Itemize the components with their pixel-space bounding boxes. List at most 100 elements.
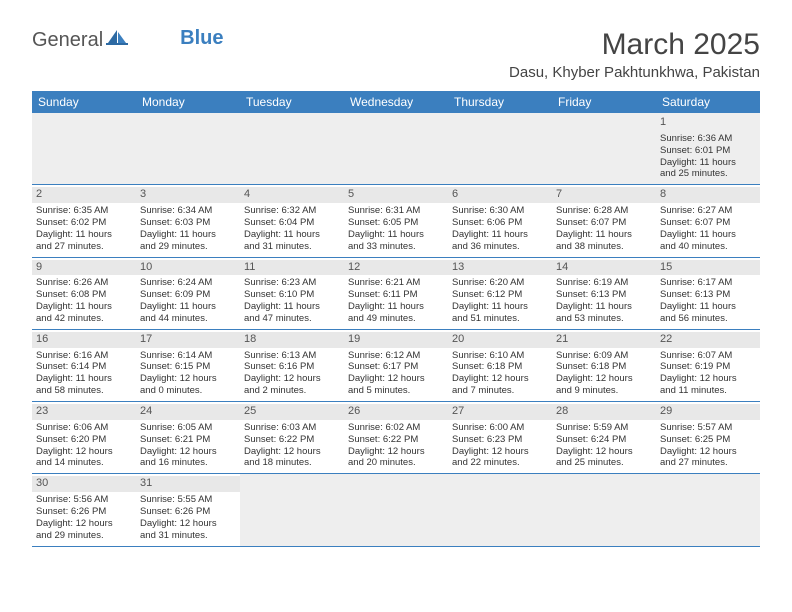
sunrise-text: Sunrise: 6:36 AM: [660, 133, 756, 145]
sunrise-text: Sunrise: 6:06 AM: [36, 422, 132, 434]
sunset-text: Sunset: 6:11 PM: [348, 289, 444, 301]
calendar-cell: 21Sunrise: 6:09 AMSunset: 6:18 PMDayligh…: [552, 330, 656, 401]
sunrise-text: Sunrise: 6:21 AM: [348, 277, 444, 289]
daylight-text: Daylight: 12 hours: [244, 446, 340, 458]
sunrise-text: Sunrise: 6:34 AM: [140, 205, 236, 217]
brand-logo: General Blue: [32, 28, 224, 52]
sunrise-text: Sunrise: 6:32 AM: [244, 205, 340, 217]
sunrise-text: Sunrise: 6:10 AM: [452, 350, 548, 362]
calendar-cell-empty: [240, 113, 344, 184]
sunrise-text: Sunrise: 6:09 AM: [556, 350, 652, 362]
sunrise-text: Sunrise: 6:16 AM: [36, 350, 132, 362]
daylight-text: and 31 minutes.: [140, 530, 236, 542]
daylight-text: and 51 minutes.: [452, 313, 548, 325]
title-block: March 2025 Dasu, Khyber Pakhtunkhwa, Pak…: [509, 28, 760, 81]
sunrise-text: Sunrise: 6:14 AM: [140, 350, 236, 362]
day-number: 10: [136, 260, 240, 276]
calendar-cell: 31Sunrise: 5:55 AMSunset: 6:26 PMDayligh…: [136, 474, 240, 545]
day-number: 18: [240, 332, 344, 348]
day-number: 15: [656, 260, 760, 276]
daylight-text: Daylight: 12 hours: [452, 373, 548, 385]
calendar-cell: 10Sunrise: 6:24 AMSunset: 6:09 PMDayligh…: [136, 258, 240, 329]
daylight-text: Daylight: 11 hours: [348, 301, 444, 313]
calendar-cell-empty: [344, 474, 448, 545]
calendar-cell: 30Sunrise: 5:56 AMSunset: 6:26 PMDayligh…: [32, 474, 136, 545]
daylight-text: Daylight: 12 hours: [556, 373, 652, 385]
daylight-text: and 16 minutes.: [140, 457, 236, 469]
daylight-text: Daylight: 11 hours: [36, 373, 132, 385]
calendar-cell: 28Sunrise: 5:59 AMSunset: 6:24 PMDayligh…: [552, 402, 656, 473]
day-header: Saturday: [656, 91, 760, 113]
daylight-text: Daylight: 11 hours: [660, 229, 756, 241]
page-header: General Blue March 2025 Dasu, Khyber Pak…: [32, 28, 760, 81]
sunset-text: Sunset: 6:22 PM: [348, 434, 444, 446]
sunset-text: Sunset: 6:26 PM: [36, 506, 132, 518]
day-number: 19: [344, 332, 448, 348]
sunrise-text: Sunrise: 6:26 AM: [36, 277, 132, 289]
daylight-text: and 7 minutes.: [452, 385, 548, 397]
day-number: 22: [656, 332, 760, 348]
day-number: 21: [552, 332, 656, 348]
daylight-text: Daylight: 12 hours: [660, 446, 756, 458]
daylight-text: Daylight: 11 hours: [140, 301, 236, 313]
sunset-text: Sunset: 6:13 PM: [556, 289, 652, 301]
daylight-text: and 27 minutes.: [660, 457, 756, 469]
sunset-text: Sunset: 6:16 PM: [244, 361, 340, 373]
daylight-text: and 40 minutes.: [660, 241, 756, 253]
calendar-cell-empty: [448, 474, 552, 545]
month-title: March 2025: [509, 28, 760, 62]
daylight-text: Daylight: 12 hours: [348, 446, 444, 458]
daylight-text: Daylight: 11 hours: [556, 229, 652, 241]
day-header: Wednesday: [344, 91, 448, 113]
sunset-text: Sunset: 6:17 PM: [348, 361, 444, 373]
daylight-text: Daylight: 12 hours: [244, 373, 340, 385]
sunset-text: Sunset: 6:06 PM: [452, 217, 548, 229]
daylight-text: and 42 minutes.: [36, 313, 132, 325]
sunset-text: Sunset: 6:14 PM: [36, 361, 132, 373]
day-number: 28: [552, 404, 656, 420]
calendar-week: 23Sunrise: 6:06 AMSunset: 6:20 PMDayligh…: [32, 402, 760, 474]
daylight-text: Daylight: 12 hours: [140, 446, 236, 458]
sunrise-text: Sunrise: 6:28 AM: [556, 205, 652, 217]
sunset-text: Sunset: 6:04 PM: [244, 217, 340, 229]
day-number: 7: [552, 187, 656, 203]
calendar-cell: 17Sunrise: 6:14 AMSunset: 6:15 PMDayligh…: [136, 330, 240, 401]
day-number: 26: [344, 404, 448, 420]
daylight-text: Daylight: 11 hours: [140, 229, 236, 241]
calendar-cell: 13Sunrise: 6:20 AMSunset: 6:12 PMDayligh…: [448, 258, 552, 329]
calendar-cell: 20Sunrise: 6:10 AMSunset: 6:18 PMDayligh…: [448, 330, 552, 401]
daylight-text: Daylight: 12 hours: [140, 373, 236, 385]
day-header: Monday: [136, 91, 240, 113]
sunset-text: Sunset: 6:01 PM: [660, 145, 756, 157]
sunrise-text: Sunrise: 6:19 AM: [556, 277, 652, 289]
daylight-text: and 47 minutes.: [244, 313, 340, 325]
day-number: 31: [136, 476, 240, 492]
day-number: 1: [656, 115, 760, 131]
calendar-cell: 4Sunrise: 6:32 AMSunset: 6:04 PMDaylight…: [240, 185, 344, 256]
sunset-text: Sunset: 6:20 PM: [36, 434, 132, 446]
sunrise-text: Sunrise: 6:02 AM: [348, 422, 444, 434]
calendar-week: 16Sunrise: 6:16 AMSunset: 6:14 PMDayligh…: [32, 330, 760, 402]
daylight-text: Daylight: 12 hours: [348, 373, 444, 385]
daylight-text: and 29 minutes.: [36, 530, 132, 542]
calendar-cell: 9Sunrise: 6:26 AMSunset: 6:08 PMDaylight…: [32, 258, 136, 329]
daylight-text: Daylight: 11 hours: [244, 229, 340, 241]
sunrise-text: Sunrise: 6:13 AM: [244, 350, 340, 362]
sunset-text: Sunset: 6:25 PM: [660, 434, 756, 446]
daylight-text: Daylight: 11 hours: [452, 301, 548, 313]
calendar-cell-empty: [656, 474, 760, 545]
daylight-text: and 56 minutes.: [660, 313, 756, 325]
daylight-text: Daylight: 11 hours: [660, 301, 756, 313]
sunset-text: Sunset: 6:22 PM: [244, 434, 340, 446]
day-number: 20: [448, 332, 552, 348]
daylight-text: and 53 minutes.: [556, 313, 652, 325]
calendar-cell: 15Sunrise: 6:17 AMSunset: 6:13 PMDayligh…: [656, 258, 760, 329]
daylight-text: and 49 minutes.: [348, 313, 444, 325]
calendar-cell: 12Sunrise: 6:21 AMSunset: 6:11 PMDayligh…: [344, 258, 448, 329]
day-number: 17: [136, 332, 240, 348]
sunset-text: Sunset: 6:09 PM: [140, 289, 236, 301]
calendar-cell-empty: [552, 113, 656, 184]
calendar-cell-empty: [552, 474, 656, 545]
daylight-text: and 38 minutes.: [556, 241, 652, 253]
sunset-text: Sunset: 6:05 PM: [348, 217, 444, 229]
